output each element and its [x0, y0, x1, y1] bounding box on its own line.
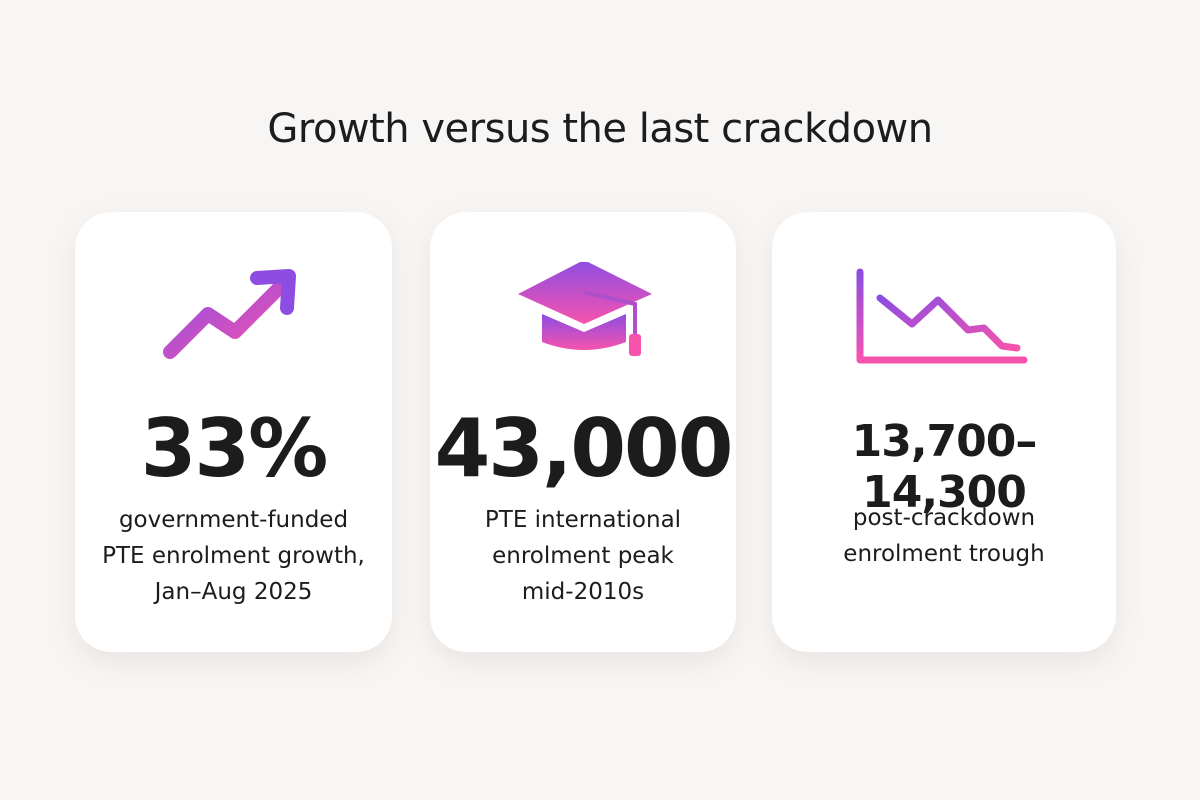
description-line: mid-2010s	[521, 579, 645, 605]
description-line: post-crackdown	[852, 505, 1036, 531]
stat-description: government-funded PTE enrolment growth, …	[75, 502, 392, 610]
title: Growth versus the last crackdown	[267, 106, 933, 152]
trend-down-icon	[856, 268, 1028, 364]
description-line: government-funded	[118, 507, 349, 533]
description-line: Jan–Aug 2025	[154, 579, 313, 605]
description-line: PTE international	[484, 507, 682, 533]
description-line: PTE enrolment growth,	[102, 543, 365, 569]
description-line: enrolment peak	[492, 543, 674, 569]
stat-card: 33% government-funded PTE enrolment grow…	[75, 212, 392, 652]
stat-description: PTE international enrolment peak mid-201…	[430, 502, 736, 610]
stat-card: 43,000 PTE international enrolment peak …	[430, 212, 736, 652]
stat-value: 33%	[140, 402, 328, 495]
stat-card: 13,700–14,300 post-crackdown enrolment t…	[772, 212, 1116, 652]
stat-value: 13,700–14,300	[851, 416, 1038, 518]
graduation-cap-icon	[518, 262, 652, 356]
stat-value: 43,000	[434, 402, 734, 495]
stat-description: post-crackdown enrolment trough	[772, 500, 1116, 572]
description-line: enrolment trough	[843, 541, 1045, 567]
trend-up-icon	[163, 269, 296, 359]
